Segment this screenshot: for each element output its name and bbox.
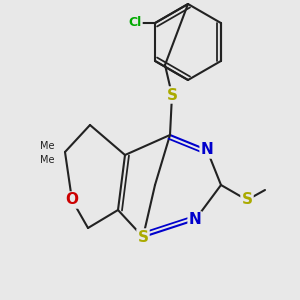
Text: Cl: Cl: [128, 16, 142, 29]
Text: N: N: [201, 142, 213, 158]
Text: S: S: [167, 88, 178, 103]
Text: Me: Me: [40, 155, 54, 165]
Text: S: S: [242, 193, 253, 208]
Text: Me: Me: [40, 141, 54, 151]
Text: S: S: [137, 230, 148, 244]
Text: O: O: [65, 193, 79, 208]
Text: N: N: [189, 212, 201, 227]
